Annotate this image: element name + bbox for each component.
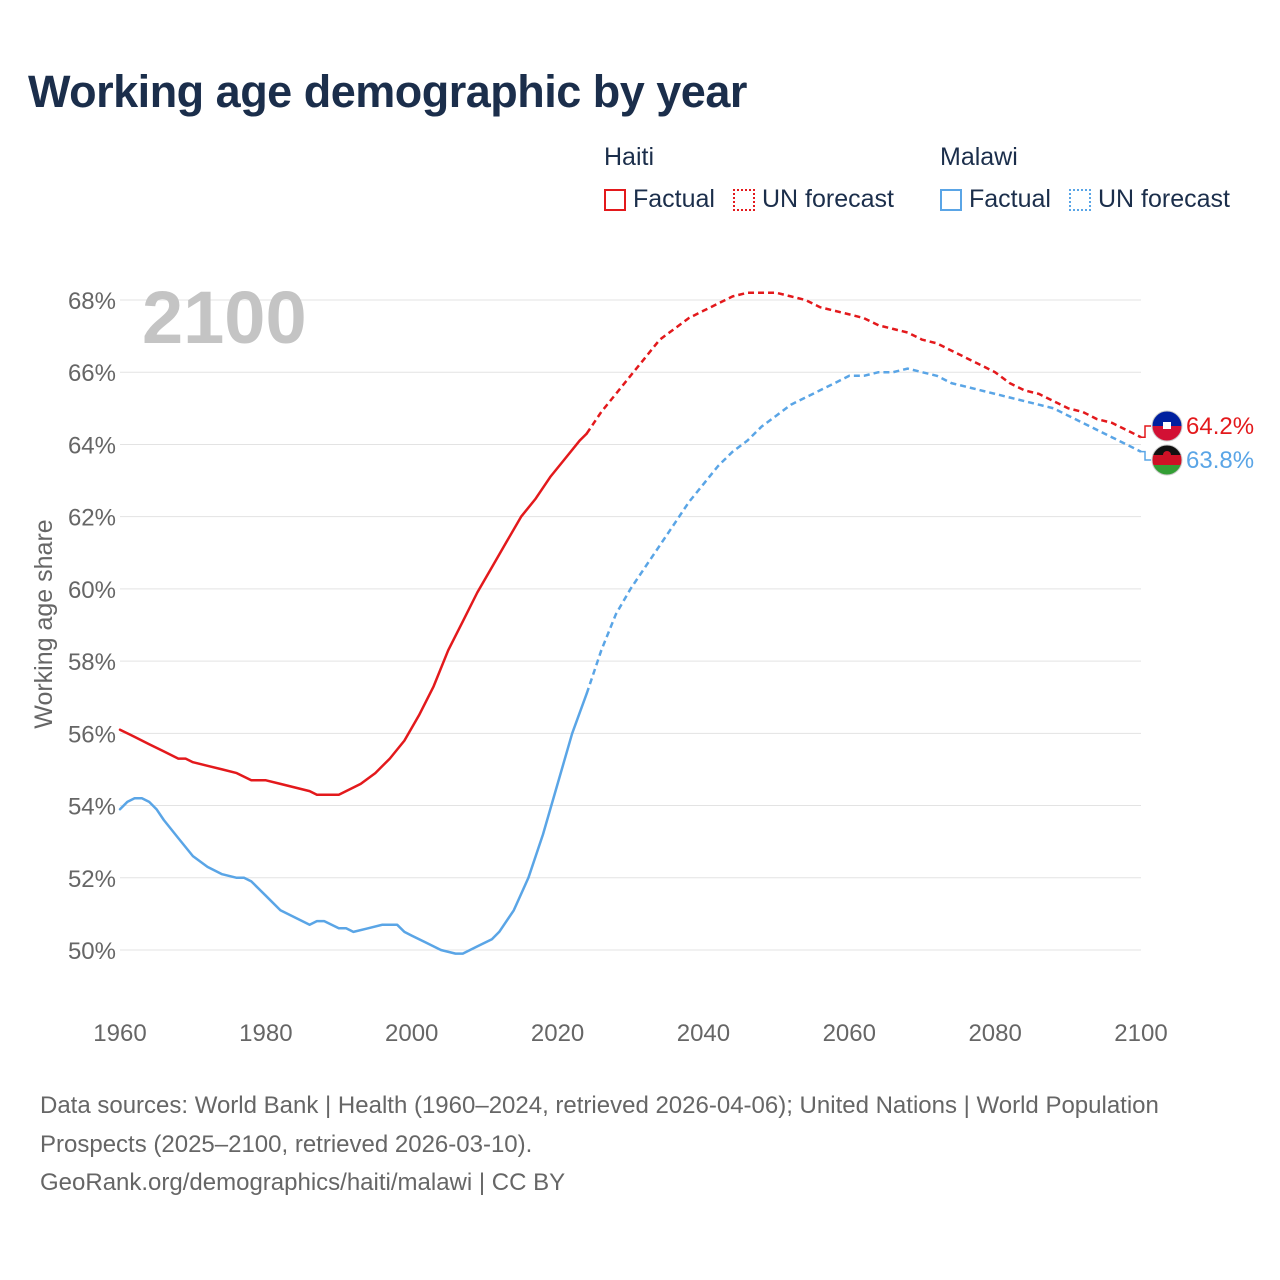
flag-malawi-fill: [1152, 445, 1182, 475]
end-label-haiti: 64.2%: [1186, 413, 1254, 440]
end-label-malawi: 63.8%: [1186, 447, 1254, 474]
series-haiti: [118, 291, 1151, 796]
flag-stripe-blue: [1152, 411, 1182, 426]
legend-malawi-forecast[interactable]: UN forecast: [1068, 185, 1230, 214]
legend-group-malawi: Malawi Factual UN forecast: [940, 143, 1230, 214]
x-tick-label: 2060: [823, 1020, 876, 1047]
x-tick-label: 2080: [968, 1020, 1021, 1047]
flag-stripe-black: [1152, 445, 1182, 455]
chart-title: Working age demographic by year: [28, 66, 747, 117]
legend-swatch-malawi-forecast: [1068, 188, 1091, 211]
y-tick-label: 56%: [68, 721, 116, 748]
legend-swatch-haiti-factual: [604, 188, 626, 211]
legend-group-title-haiti: Haiti: [604, 143, 655, 171]
flag-sun: [1163, 451, 1171, 459]
legend-group-title-malawi: Malawi: [940, 143, 1018, 171]
legend-label-malawi-forecast: UN forecast: [1097, 185, 1230, 213]
line-haiti-factual: [118, 432, 588, 796]
y-tick-label: 50%: [68, 938, 116, 965]
x-tick-label: 2000: [385, 1020, 438, 1047]
line-chart: 50% 52% 54% 56% 58% 60% 62% 64% 66% 68% 1960 1980 20…: [30, 276, 1254, 1047]
y-axis-label: Working age share: [30, 519, 58, 728]
legend-group-haiti: Haiti Factual UN forecast: [604, 143, 894, 214]
connector-malawi: [1141, 450, 1151, 461]
line-malawi-forecast: [585, 367, 1142, 694]
legend-label-haiti-forecast: UN forecast: [761, 185, 894, 213]
legend-haiti-forecast[interactable]: UN forecast: [732, 185, 894, 214]
connector-haiti: [1141, 425, 1151, 438]
flag-malawi-icon: [1151, 444, 1183, 476]
y-tick-label: 52%: [68, 866, 116, 893]
y-tick-label: 54%: [68, 794, 116, 821]
data-sources: Data sources: World Bank | Health (1960–…: [40, 1092, 1159, 1158]
x-tick-label: 1980: [239, 1020, 292, 1047]
y-tick-label: 68%: [68, 288, 116, 315]
legend-malawi-factual[interactable]: Factual: [940, 185, 1051, 214]
flag-outline: [1151, 410, 1183, 442]
credit-link[interactable]: GeoRank.org/demographics/haiti/malawi | …: [40, 1169, 566, 1196]
x-tick-label: 2100: [1114, 1020, 1167, 1047]
legend-swatch-haiti-forecast: [732, 188, 755, 211]
grid-layer: 50% 52% 54% 56% 58% 60% 62% 64% 66% 68% 1960 1980 20…: [68, 288, 1168, 1047]
line-malawi-factual: [118, 692, 588, 955]
y-tick-label: 64%: [68, 432, 116, 459]
legend-haiti-factual[interactable]: Factual: [604, 185, 715, 214]
flag-outline: [1151, 444, 1183, 476]
series-layer: [118, 291, 1151, 955]
y-tick-label: 58%: [68, 649, 116, 676]
y-tick-label: 66%: [68, 360, 116, 387]
x-tick-label: 2040: [677, 1020, 730, 1047]
flag-haiti-fill: [1152, 411, 1182, 441]
y-tick-label: 62%: [68, 505, 116, 532]
year-watermark: 2100: [142, 276, 307, 359]
x-tick-label: 2020: [531, 1020, 584, 1047]
flag-haiti-icon: [1151, 410, 1183, 442]
flag-emblem: [1163, 422, 1171, 429]
series-malawi: [118, 367, 1151, 955]
legend-label-malawi-factual: Factual: [969, 185, 1051, 213]
y-tick-label: 60%: [68, 577, 116, 604]
flag-stripe-red: [1152, 455, 1182, 465]
endpoint-layer: 64.2% 63.8%: [1151, 410, 1254, 476]
flag-stripe-green: [1152, 465, 1182, 475]
line-haiti-forecast: [585, 291, 1142, 439]
x-tick-label: 1960: [93, 1020, 146, 1047]
legend-label-haiti-factual: Factual: [633, 185, 715, 213]
legend-swatch-malawi-factual: [940, 188, 962, 211]
flag-stripe-red: [1152, 426, 1182, 441]
